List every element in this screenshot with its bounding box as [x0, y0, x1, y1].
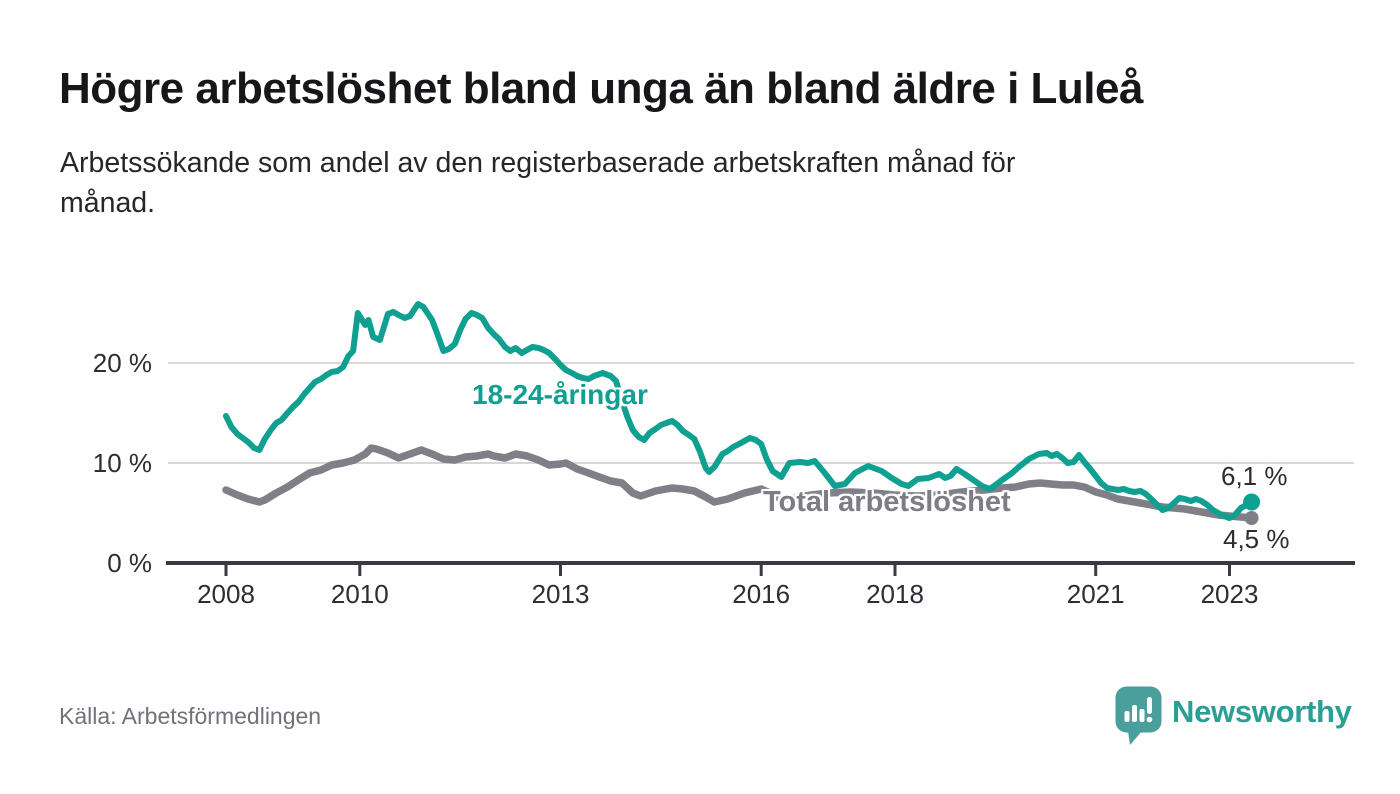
x-axis-tick-label: 2018 — [866, 579, 924, 609]
source-note: Källa: Arbetsförmedlingen — [59, 703, 322, 729]
series-line-youth — [223, 301, 1255, 521]
newsworthy-logo: Newsworthy — [1115, 686, 1352, 746]
subtitle-line-2: månad. — [60, 187, 156, 219]
series-label-youth: 18-24-åringar — [472, 379, 648, 410]
subtitle-line-1: Arbetssökande som andel av den registerb… — [60, 147, 1016, 179]
x-axis-tick-label: 2023 — [1201, 579, 1259, 609]
logo-bar-icon — [1132, 705, 1137, 722]
page-title: Högre arbetslöshet bland unga än bland ä… — [59, 64, 1143, 113]
series-line-total — [222, 444, 1256, 522]
logo-bar-icon — [1124, 711, 1130, 722]
series-end-dot-total — [1244, 511, 1259, 525]
page-subtitle: Arbetssökande som andel av den registerb… — [60, 143, 1280, 223]
newsworthy-logo-icon — [1115, 686, 1162, 745]
series-label-total: Total arbetslöshet — [763, 486, 1011, 518]
x-axis-tick-label: 2008 — [197, 579, 255, 609]
y-axis-label: 0 % — [107, 548, 152, 578]
x-axis-tick-label: 2016 — [732, 579, 790, 609]
y-axis-label: 10 % — [93, 448, 152, 478]
x-axis-tick-label: 2021 — [1067, 579, 1125, 609]
series-end-dot-youth — [1243, 493, 1261, 511]
logo-bar-icon — [1139, 709, 1145, 722]
logo-bubble-tail — [1128, 731, 1142, 745]
x-axis-tick-label: 2010 — [331, 579, 389, 609]
end-value-label-youth: 6,1 % — [1221, 461, 1288, 491]
y-axis-label: 20 % — [93, 348, 152, 378]
logo-exclamation-dot — [1146, 716, 1153, 723]
newsworthy-logo-text: Newsworthy — [1172, 694, 1352, 729]
x-axis-tick-label: 2013 — [532, 579, 590, 609]
logo-exclamation-icon — [1147, 697, 1152, 714]
end-value-label-total: 4,5 % — [1223, 524, 1290, 554]
